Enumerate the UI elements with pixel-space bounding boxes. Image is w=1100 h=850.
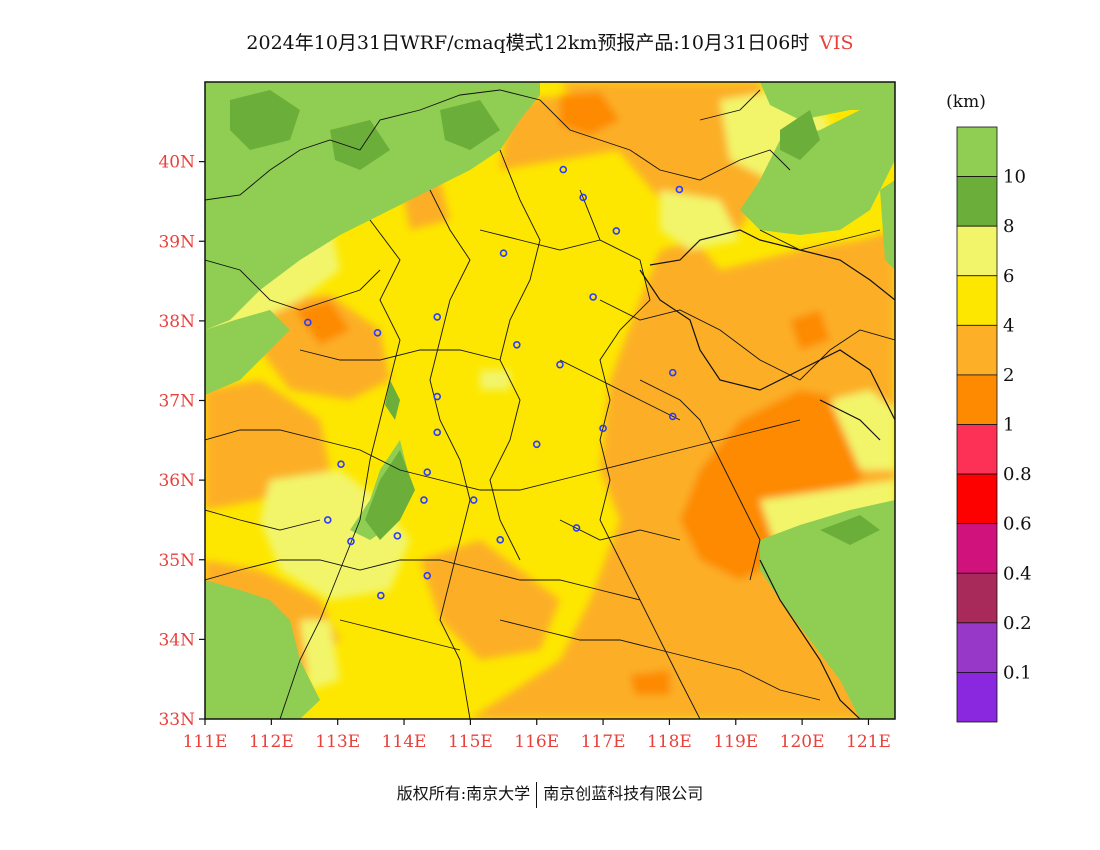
city-marker [469,496,478,504]
legend-bin [956,622,998,673]
city-marker [589,293,597,301]
city-marker [496,536,505,544]
legend-label: 6 [1003,266,1014,287]
lon-tick-label: 118E [647,732,692,752]
lat-tick-label: 40N [158,153,195,173]
legend-bin [956,126,998,177]
lat-tick-label: 34N [158,630,195,650]
legend-label: 0.4 [1003,563,1032,584]
lon-tick-label: 119E [713,732,758,752]
city-marker [423,571,432,580]
lon-tick-label: 114E [382,732,427,752]
city-marker [373,329,382,337]
copyright: 版权所有:南京大学 南京创蓝科技有限公司 [0,780,1100,808]
title-text: 2024年10月31日WRF/cmaq模式12km预报产品:10月31日06时 [246,32,810,54]
lon-tick-label: 115E [448,732,493,752]
legend-bin [956,176,998,227]
city-marker [304,318,312,327]
lat-tick-label: 39N [158,232,195,252]
city-marker [433,428,442,437]
copyright-separator [536,781,538,808]
lon-tick-label: 117E [581,732,626,752]
lon-tick-label: 112E [249,732,294,752]
city-marker [612,227,621,235]
lon-tick-label: 116E [514,732,559,752]
city-marker [668,412,677,421]
coastline [639,229,895,719]
city-marker [675,185,684,194]
city-marker [393,532,402,540]
lat-tick-label: 36N [158,471,195,491]
legend-bin [956,225,998,277]
legend-label: 10 [1003,167,1026,188]
city-marker [423,468,432,476]
copyright-left: 版权所有:南京大学 [396,784,531,803]
legend-bin [956,572,998,624]
visibility-contours [205,82,895,719]
lon-tick-label: 121E [846,732,891,752]
city-marker [337,460,345,469]
lat-tick-label: 38N [158,312,195,332]
city-marker [556,360,564,369]
map-field [205,82,895,719]
city-marker [513,340,521,349]
legend-label: 0.8 [1003,464,1032,485]
legend-bin [956,424,998,475]
legend-label: 4 [1003,315,1014,336]
title-variable: VIS [819,32,854,54]
legend-label: 0.6 [1003,514,1032,535]
legend-label: 0.2 [1003,613,1032,634]
longitude-axis: 111E 112E 113E 114E 115E 116E 117E 118E 119E 120E… [183,719,891,752]
legend-bin [956,523,998,574]
legend-bin [956,324,998,376]
city-marker [499,249,508,257]
legend-bin [956,275,998,326]
city-marker [323,516,332,524]
lon-tick-label: 111E [183,732,228,752]
legend-bin [956,374,998,425]
city-marker [559,165,568,174]
legend-bin [956,473,998,525]
city-marker [579,193,587,202]
legend-label: 2 [1003,365,1014,386]
legend-label: 0.1 [1003,662,1032,683]
lat-tick-label: 35N [158,551,195,571]
lat-tick-label: 33N [158,710,195,730]
legend-label: 1 [1003,415,1014,436]
high-visibility-areas [205,82,895,719]
city-marker [377,591,385,600]
city-marker [572,524,581,532]
legend-colorbar [956,126,998,723]
lat-tick-label: 37N [158,392,195,412]
lon-tick-label: 113E [315,732,360,752]
chart-title: 2024年10月31日WRF/cmaq模式12km预报产品:10月31日06时 V… [0,28,1100,55]
city-marker [347,537,355,546]
legend-labels: 10 8 6 4 2 1 0.8 0.6 0.4 0.2 0.1 [1003,167,1032,684]
city-marker [532,440,541,449]
city-marker [420,496,428,504]
city-markers [304,165,684,600]
legend-unit: (km) [946,92,986,112]
lon-tick-label: 120E [780,732,825,752]
admin-boundaries [205,89,895,719]
legend-bin [956,672,998,723]
copyright-right: 南京创蓝科技有限公司 [543,784,704,803]
city-marker [668,368,677,377]
city-marker [433,392,442,401]
city-marker [433,313,442,321]
legend-label: 8 [1003,216,1014,237]
city-marker [599,424,607,433]
latitude-axis: 33N 34N 35N 36N 37N 38N 39N 40N [158,153,205,730]
